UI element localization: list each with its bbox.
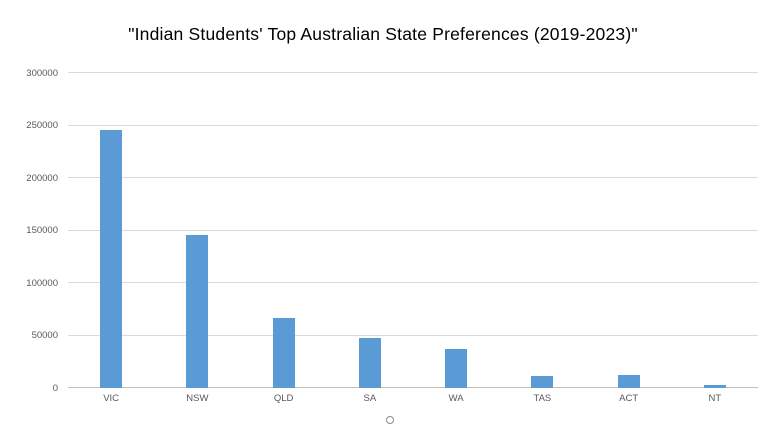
- y-tick-label: 100000: [26, 277, 58, 289]
- x-tick-label: TAS: [533, 393, 552, 404]
- y-axis: 0 50000 100000 150000 200000 250000 300000: [0, 68, 58, 392]
- gridline: [68, 177, 758, 178]
- y-tick-label: 150000: [26, 224, 58, 236]
- bar: [445, 349, 468, 388]
- x-tick-label: NSW: [186, 393, 209, 404]
- x-tick-label: WA: [448, 393, 464, 404]
- x-tick-label: SA: [363, 393, 377, 404]
- gridline: [68, 72, 758, 73]
- y-tick-label: 300000: [26, 67, 58, 79]
- x-axis: VIC NSW QLD SA WA TAS ACT NT: [68, 394, 758, 410]
- plot-area: [68, 72, 758, 388]
- y-tick-label: 250000: [26, 119, 58, 131]
- small-circle-artifact: [386, 416, 394, 424]
- y-tick-label: 50000: [31, 329, 58, 341]
- y-tick-label: 200000: [26, 172, 58, 184]
- x-tick-label: ACT: [619, 393, 639, 404]
- gridline: [68, 124, 758, 126]
- chart-title: "Indian Students' Top Australian State P…: [128, 24, 638, 44]
- bar: [703, 385, 726, 388]
- gridline: [68, 282, 758, 283]
- x-tick-label: NT: [708, 393, 722, 404]
- y-tick-label: 0: [52, 382, 58, 394]
- gridline: [68, 334, 758, 336]
- bar: [272, 318, 295, 388]
- gridline: [68, 229, 758, 231]
- bar: [100, 130, 123, 388]
- bar: [617, 375, 640, 388]
- x-axis-line: [68, 387, 758, 388]
- x-tick-label: QLD: [273, 393, 294, 404]
- x-tick-label: VIC: [103, 393, 120, 404]
- bar: [531, 376, 554, 388]
- bar: [358, 338, 381, 388]
- bar: [186, 235, 209, 388]
